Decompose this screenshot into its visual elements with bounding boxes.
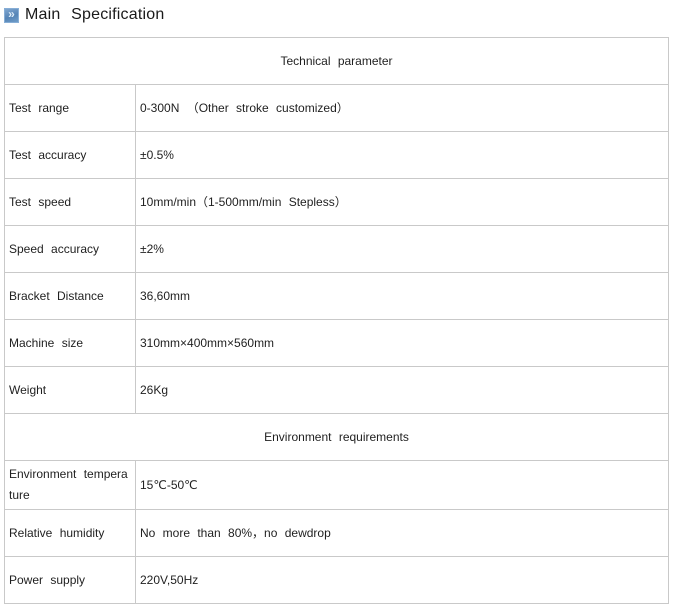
row-value: 310mm×400mm×560mm [135,319,669,367]
table-row: Test accuracy ±0.5% [4,131,669,179]
table-row: Power supply 220V,50Hz [4,556,669,604]
section-header-environment-requirements: Environment requirements [4,413,669,461]
section-header-technical-parameter: Technical parameter [4,37,669,85]
table-row: Speed accuracy ±2% [4,225,669,273]
row-value: 220V,50Hz [135,556,669,604]
row-value: 0-300N （Other stroke customized） [135,84,669,132]
row-label: Environment temperature [4,460,136,510]
table-section-header-row: Environment requirements [4,413,669,461]
row-label: Machine size [4,319,136,367]
row-value: 10mm/min（1-500mm/min Stepless） [135,178,669,226]
row-label: Test speed [4,178,136,226]
table-section-header-row: Technical parameter [4,37,669,85]
row-value: ±0.5% [135,131,669,179]
row-value: 15℃-50℃ [135,460,669,510]
row-label: Weight [4,366,136,414]
row-label: Bracket Distance [4,272,136,320]
row-value: 36,60mm [135,272,669,320]
row-value: 26Kg [135,366,669,414]
specification-table: Technical parameter Test range 0-300N （O… [4,37,669,604]
row-label: Power supply [4,556,136,604]
table-row: Weight 26Kg [4,366,669,414]
table-row: Environment temperature 15℃-50℃ [4,460,669,510]
table-row: Test range 0-300N （Other stroke customiz… [4,84,669,132]
row-label: Test accuracy [4,131,136,179]
table-row: Machine size 310mm×400mm×560mm [4,319,669,367]
row-label: Test range [4,84,136,132]
section-title-bar: » Main Specification [4,6,164,24]
double-chevron-icon: » [4,7,19,23]
row-value: No more than 80%，no dewdrop [135,509,669,557]
table-row: Bracket Distance 36,60mm [4,272,669,320]
row-label: Relative humidity [4,509,136,557]
row-label: Speed accuracy [4,225,136,273]
table-row: Relative humidity No more than 80%，no de… [4,509,669,557]
page-title: Main Specification [25,6,165,23]
row-value: ±2% [135,225,669,273]
table-row: Test speed 10mm/min（1-500mm/min Stepless… [4,178,669,226]
